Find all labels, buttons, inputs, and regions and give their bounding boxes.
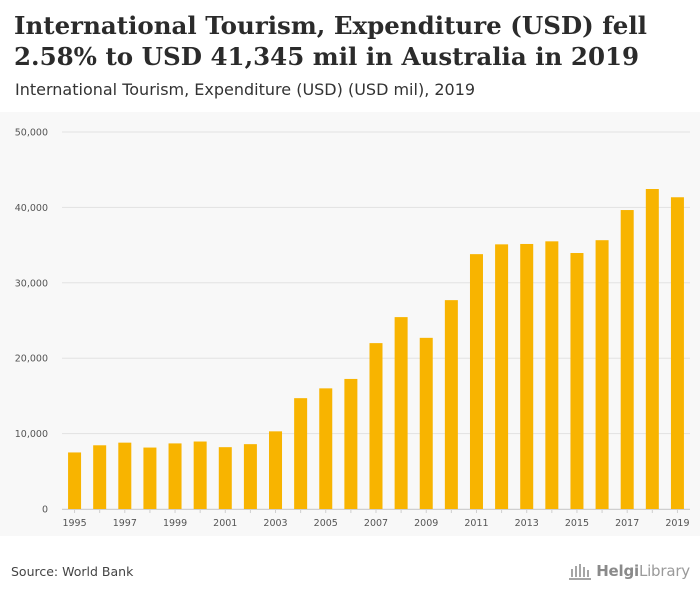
y-tick-label: 40,000	[15, 203, 48, 214]
bar-1996	[93, 445, 107, 509]
bar-2005	[319, 388, 333, 509]
y-tick-label: 10,000	[15, 429, 48, 440]
y-tick-label: 0	[42, 505, 48, 516]
bar-2006	[344, 378, 358, 509]
chart-subtitle: International Tourism, Expenditure (USD)…	[15, 80, 476, 99]
bar-2016	[595, 240, 609, 509]
x-tick-label: 2009	[414, 518, 438, 529]
x-tick-label: 2001	[213, 518, 237, 529]
bar-2007	[369, 343, 383, 509]
source-note: Source: World Bank	[11, 564, 134, 579]
bar-2002	[243, 444, 257, 509]
y-tick-label: 20,000	[15, 354, 48, 365]
bar-2012	[495, 244, 509, 509]
x-tick-label: 1995	[62, 518, 86, 529]
bar-2015	[570, 253, 584, 509]
x-tick-label: 1999	[163, 518, 187, 529]
bar-chart: 0 10,000 20,000 30,000 40,000 50,000 1995 1997 1…	[15, 128, 690, 529]
x-tick-label: 1997	[113, 518, 137, 529]
bar-1999	[168, 443, 182, 509]
axes: 0 10,000 20,000 30,000 40,000 50,000 1995 1997 1…	[15, 128, 690, 529]
bar-2018	[645, 189, 659, 509]
y-tick-label: 50,000	[15, 128, 48, 139]
bar-2010	[444, 300, 458, 509]
x-tick-label: 2015	[565, 518, 589, 529]
bar-2004	[294, 398, 308, 509]
x-tick-label: 2017	[615, 518, 639, 529]
y-tick-label: 30,000	[15, 278, 48, 289]
bar-2000	[193, 441, 207, 509]
x-tick-label: 2019	[665, 518, 689, 529]
logo-text-light: Library	[638, 562, 690, 580]
bar-2008	[394, 317, 408, 509]
x-tick-label: 2003	[263, 518, 287, 529]
bars	[68, 189, 684, 509]
x-tick-label: 2011	[464, 518, 488, 529]
bar-1998	[143, 447, 157, 509]
bar-2001	[218, 447, 232, 509]
bar-2009	[419, 337, 433, 509]
helgi-library-logo: HelgiLibrary	[568, 560, 690, 582]
bar-2019	[670, 197, 684, 509]
bar-1995	[68, 452, 82, 509]
chart-title: International Tourism, Expenditure (USD)…	[14, 11, 647, 71]
chart-panel: 0 10,000 20,000 30,000 40,000 50,000 1995 1997 1…	[0, 112, 700, 536]
x-tick-label: 2013	[515, 518, 539, 529]
library-building-icon	[569, 564, 592, 580]
bar-2014	[545, 241, 559, 509]
logo-text-strong: Helgi	[596, 562, 639, 580]
x-tick-label: 2005	[314, 518, 338, 529]
bar-2017	[620, 210, 634, 509]
bar-2003	[269, 431, 283, 509]
x-tick-label: 2007	[364, 518, 388, 529]
bar-2011	[469, 254, 483, 509]
bar-1997	[118, 442, 132, 509]
bar-2013	[520, 243, 534, 509]
